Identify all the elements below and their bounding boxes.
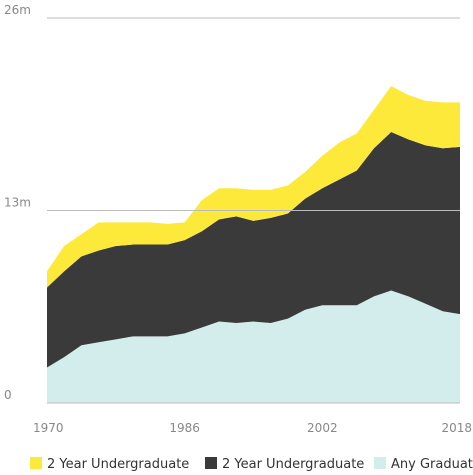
x-tick-label: 2018	[441, 421, 472, 435]
area	[47, 86, 460, 288]
legend-label: 2 Year Undergraduate	[222, 457, 364, 472]
x-tick-label: 1970	[33, 421, 64, 435]
legend-swatch	[205, 457, 217, 469]
legend-label: Any Graduate	[391, 457, 473, 472]
legend-label: 2 Year Undergraduate	[47, 457, 189, 472]
y-tick-label: 13m	[4, 196, 31, 210]
x-tick-label: 1986	[169, 421, 200, 435]
x-tick-label: 2002	[307, 421, 338, 435]
legend: 2 Year Undergraduate 2 Year Undergraduate…	[30, 457, 473, 472]
grid	[47, 17, 460, 404]
legend-swatch	[30, 457, 42, 469]
legend-swatch	[374, 457, 386, 469]
area	[47, 132, 460, 368]
y-tick-label: 0	[4, 388, 12, 402]
y-tick-label: 26m	[4, 3, 31, 17]
area	[47, 290, 460, 403]
